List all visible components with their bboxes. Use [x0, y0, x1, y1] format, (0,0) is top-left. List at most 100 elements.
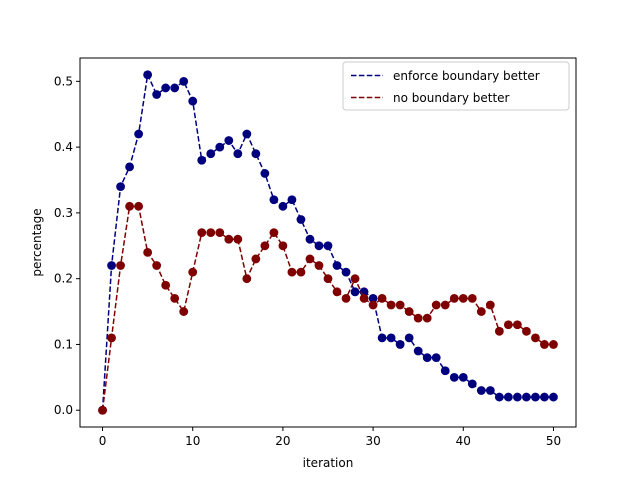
data-point — [485, 300, 495, 310]
data-point — [540, 340, 549, 349]
data-point — [494, 326, 504, 336]
data-point — [503, 320, 513, 330]
data-point — [188, 267, 198, 277]
data-point — [305, 234, 315, 244]
data-point — [422, 353, 432, 363]
data-point — [233, 234, 243, 244]
data-point — [503, 392, 513, 402]
data-point — [116, 261, 125, 270]
data-point — [296, 267, 306, 277]
data-point — [422, 313, 432, 323]
data-point — [341, 294, 351, 303]
x-tick-label: 50 — [546, 434, 561, 448]
data-point — [431, 300, 441, 310]
data-point — [107, 261, 116, 270]
data-point — [458, 294, 468, 303]
data-point — [440, 366, 450, 376]
data-point — [350, 287, 360, 297]
y-tick-label: 0.4 — [54, 140, 73, 154]
plot-frame — [79, 57, 577, 428]
data-point — [143, 247, 153, 257]
data-point — [350, 274, 360, 284]
data-point — [152, 261, 162, 270]
data-point — [323, 241, 333, 251]
x-tick-label: 20 — [275, 434, 290, 448]
data-point — [161, 280, 171, 290]
legend-box — [342, 61, 570, 111]
data-point — [233, 149, 243, 159]
data-point — [323, 274, 333, 284]
data-point — [215, 142, 225, 152]
data-point — [161, 83, 171, 93]
y-axis-ticks: 0.0 0.1 0.2 0.3 0.4 0.5 — [54, 74, 80, 417]
data-point — [107, 333, 116, 343]
x-tick-label: 0 — [99, 434, 107, 448]
data-point — [269, 195, 279, 205]
data-point — [224, 136, 234, 145]
data-point — [197, 228, 207, 238]
data-point — [377, 333, 387, 343]
y-tick-label: 0.5 — [54, 74, 73, 88]
data-point — [296, 215, 306, 224]
data-point — [413, 346, 423, 356]
data-point — [287, 267, 297, 277]
data-point — [251, 149, 261, 159]
data-point — [458, 372, 468, 382]
data-point — [540, 392, 549, 402]
data-point — [305, 254, 315, 264]
data-point — [332, 261, 342, 270]
data-point — [251, 254, 261, 264]
x-tick-label: 10 — [185, 434, 200, 448]
data-point — [368, 294, 378, 303]
data-point — [467, 379, 477, 389]
data-point — [341, 267, 351, 277]
data-point — [206, 149, 216, 159]
data-point — [278, 241, 288, 251]
data-point — [170, 83, 180, 93]
series-no-boundary-better — [98, 201, 558, 415]
data-point — [549, 392, 558, 402]
data-point — [485, 386, 495, 395]
data-point — [314, 241, 324, 251]
legend: enforce boundary better no boundary bette… — [342, 61, 570, 111]
data-point — [152, 90, 162, 99]
y-tick-label: 0.2 — [54, 272, 73, 286]
data-point — [242, 274, 252, 284]
data-point — [197, 155, 207, 165]
data-point — [314, 261, 324, 270]
data-point — [179, 76, 189, 86]
data-point — [522, 326, 531, 336]
series-enforce-boundary-better — [98, 70, 558, 415]
data-point — [449, 294, 459, 303]
data-point — [206, 228, 216, 238]
y-tick-label: 0.3 — [54, 206, 73, 220]
data-point — [404, 307, 414, 316]
data-point — [269, 228, 279, 238]
data-point — [260, 169, 270, 178]
data-point — [395, 340, 405, 349]
data-point — [476, 307, 486, 316]
data-point — [386, 333, 396, 343]
data-point — [116, 182, 125, 191]
data-point — [134, 201, 144, 211]
data-point — [260, 241, 270, 251]
data-point — [431, 353, 441, 363]
data-point — [522, 392, 531, 402]
x-axis-label: iteration — [303, 456, 354, 470]
x-tick-label: 40 — [456, 434, 471, 448]
data-point — [549, 340, 558, 349]
data-point — [467, 294, 477, 303]
data-point — [242, 129, 252, 139]
data-point — [368, 300, 378, 310]
data-point — [494, 392, 504, 402]
data-point — [512, 320, 522, 330]
plot-series — [98, 70, 558, 415]
data-point — [179, 307, 189, 316]
data-point — [188, 96, 198, 106]
data-point — [404, 333, 414, 343]
legend-label: no boundary better — [393, 91, 510, 105]
data-point — [170, 294, 180, 303]
data-point — [359, 294, 369, 303]
data-point — [134, 129, 144, 139]
